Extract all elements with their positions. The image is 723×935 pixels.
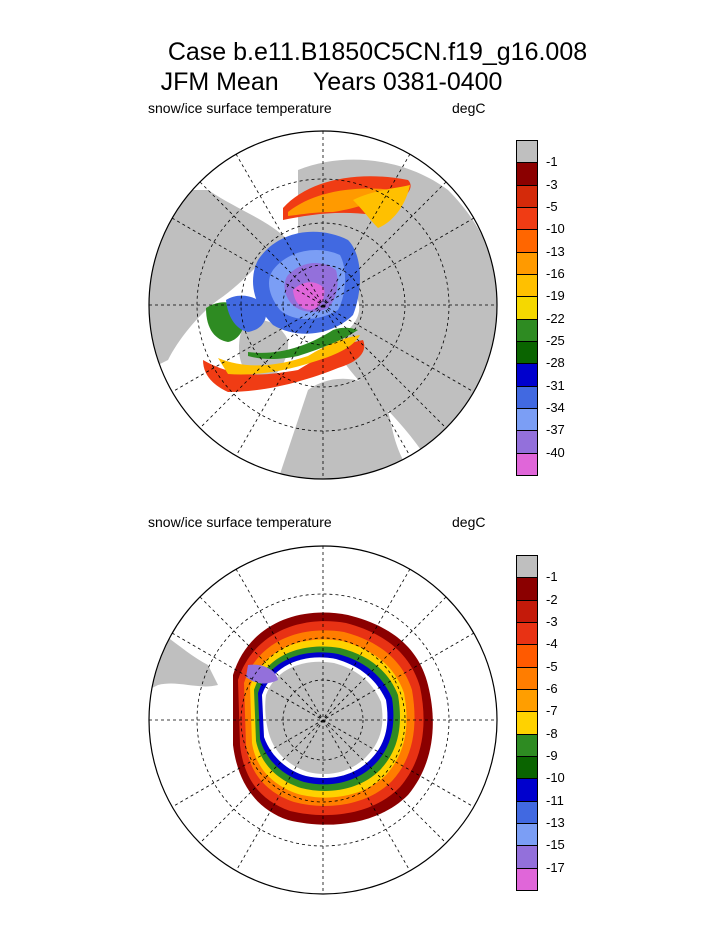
south-colorbar-swatch (516, 689, 538, 713)
south-colorbar-swatch (516, 845, 538, 869)
south-colorbar-swatch (516, 622, 538, 646)
north-colorbar-label: -37 (546, 422, 565, 438)
north-colorbar-swatch (516, 207, 538, 231)
south-colorbar-swatch (516, 644, 538, 668)
south-colorbar-label: -10 (546, 770, 565, 786)
north-colorbar-swatch (516, 363, 538, 387)
north-polar-map (148, 130, 498, 480)
north-colorbar-label: -28 (546, 355, 565, 371)
north-colorbar-label: -13 (546, 243, 565, 259)
north-colorbar-label: -34 (546, 400, 565, 415)
south-colorbar-label: -1 (546, 569, 558, 585)
north-colorbar-label: -19 (546, 288, 565, 304)
north-variable-label: snow/ice surface temperature (148, 100, 332, 116)
chart-title-line1: Case b.e11.B1850C5CN.f19_g16.008 (167, 38, 588, 66)
south-colorbar-label: -11 (546, 792, 564, 808)
south-colorbar-label: -17 (546, 859, 565, 875)
north-colorbar-swatch (516, 274, 538, 298)
south-colorbar-swatch (516, 778, 538, 802)
south-colorbar-label: -4 (546, 636, 558, 652)
south-colorbar-swatch (516, 756, 538, 780)
north-colorbar-label: -10 (546, 221, 565, 237)
south-colorbar-label: -15 (546, 837, 565, 853)
south-colorbar-label: -9 (546, 748, 558, 763)
south-variable-label: snow/ice surface temperature (148, 514, 332, 530)
land-antarctica (265, 661, 383, 775)
north-colorbar-swatch (516, 296, 538, 320)
south-colorbar-label: -6 (546, 681, 558, 696)
land-eurasia (298, 159, 497, 460)
south-colorbar-swatch (516, 555, 538, 579)
south-colorbar-label: -2 (546, 591, 558, 607)
south-colorbar-swatch (516, 823, 538, 847)
north-colorbar-label: -22 (546, 310, 565, 326)
north-colorbar-swatch (516, 430, 538, 454)
land-europe (278, 378, 497, 479)
north-colorbar-swatch (516, 385, 538, 409)
north-colorbar-label: -1 (546, 154, 558, 170)
south-colorbar-label: -8 (546, 725, 558, 741)
chart-title-line2: JFM Mean Years 0381-0400 (160, 68, 503, 96)
north-colorbar-swatch (516, 408, 538, 432)
north-colorbar-label: -16 (546, 266, 565, 281)
south-units-label: degC (452, 514, 486, 530)
north-colorbar: -1 -3 -5 -10 -13 -16 -19 -22 -25 -28 -31 -34 -37 -40 (516, 140, 596, 476)
south-colorbar-swatch (516, 577, 538, 601)
north-colorbar-swatch (516, 140, 538, 164)
north-colorbar-label: -25 (546, 333, 565, 348)
south-colorbar-swatch (516, 800, 538, 824)
south-colorbar-swatch (516, 666, 538, 690)
south-polar-map (148, 545, 498, 895)
north-colorbar-swatch (516, 162, 538, 186)
north-units-label: degC (452, 100, 486, 116)
north-colorbar-label: -31 (546, 377, 565, 393)
south-colorbar-label: -13 (546, 815, 565, 830)
south-colorbar-label: -7 (546, 703, 558, 719)
north-colorbar-swatch (516, 318, 538, 342)
south-colorbar-swatch (516, 733, 538, 757)
north-colorbar-swatch (516, 184, 538, 208)
north-colorbar-swatch (516, 452, 538, 476)
north-gridlines (149, 131, 497, 479)
north-colorbar-label: -3 (546, 176, 558, 192)
south-colorbar-label: -5 (546, 658, 558, 674)
south-colorbar-swatch (516, 599, 538, 623)
ice-atlantic-edge (203, 340, 365, 392)
south-colorbar-label: -3 (546, 614, 558, 629)
south-gridlines (149, 546, 497, 894)
south-colorbar-swatch (516, 711, 538, 735)
north-colorbar-swatch (516, 229, 538, 253)
south-colorbar-swatch (516, 867, 538, 891)
north-colorbar-label: -40 (546, 444, 565, 460)
north-colorbar-label: -5 (546, 199, 558, 214)
north-colorbar-swatch (516, 341, 538, 365)
north-colorbar-swatch (516, 251, 538, 275)
south-colorbar: -1 -2 -3 -4 -5 -6 -7 -8 -9 -10 -11 -13 -15 -17 (516, 555, 596, 891)
